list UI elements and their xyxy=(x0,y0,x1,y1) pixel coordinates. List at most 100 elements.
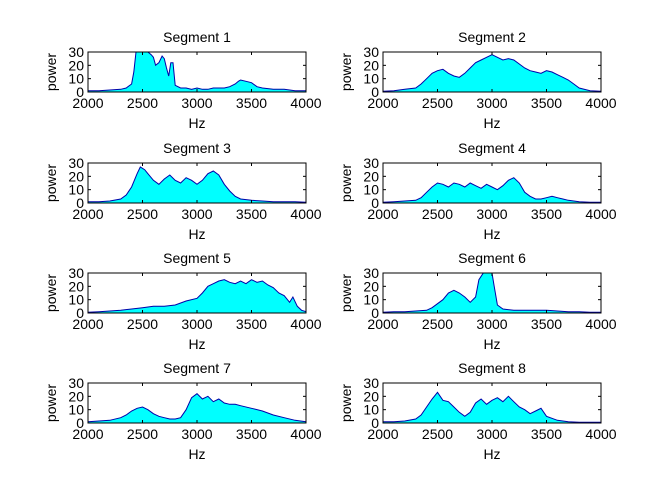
subplot-title: Segment 4 xyxy=(458,140,526,156)
x-tick-label: 2500 xyxy=(127,426,158,442)
x-tick-label: 4000 xyxy=(585,206,616,222)
x-axis-label: Hz xyxy=(188,336,205,352)
x-tick-label: 2000 xyxy=(367,316,398,332)
x-axis-label: Hz xyxy=(483,226,500,242)
x-tick-label: 2500 xyxy=(127,316,158,332)
x-tick-label: 3500 xyxy=(531,426,562,442)
series-line xyxy=(88,166,306,203)
subplot-title: Segment 5 xyxy=(163,250,231,266)
y-tick-label: 20 xyxy=(363,168,379,184)
y-tick-label: 0 xyxy=(76,415,84,431)
area-fill xyxy=(88,279,306,313)
y-tick-label: 30 xyxy=(68,265,84,281)
y-tick-label: 30 xyxy=(68,155,84,171)
x-tick-label: 2000 xyxy=(72,95,103,111)
x-tick-label: 3000 xyxy=(476,316,507,332)
x-tick-label: 2500 xyxy=(127,95,158,111)
area-fill xyxy=(383,273,601,313)
y-tick-label: 0 xyxy=(371,195,379,211)
x-tick-label: 4000 xyxy=(290,95,321,111)
y-tick-label: 30 xyxy=(68,44,84,60)
subplot-title: Segment 7 xyxy=(163,360,231,376)
y-tick-label: 0 xyxy=(76,195,84,211)
x-tick-label: 3500 xyxy=(531,95,562,111)
x-tick-label: 2000 xyxy=(72,426,103,442)
x-tick-label: 3500 xyxy=(531,206,562,222)
area-fill xyxy=(383,392,601,423)
x-tick-label: 4000 xyxy=(290,426,321,442)
y-tick-label: 10 xyxy=(68,402,84,418)
y-tick-label: 10 xyxy=(363,402,379,418)
y-tick-label: 0 xyxy=(371,84,379,100)
x-tick-label: 3000 xyxy=(181,316,212,332)
x-tick-label: 3500 xyxy=(236,426,267,442)
x-axis-label: Hz xyxy=(188,226,205,242)
y-tick-label: 0 xyxy=(76,305,84,321)
y-axis-label: power xyxy=(43,53,59,91)
area-fill xyxy=(88,393,306,423)
y-tick-label: 20 xyxy=(68,278,84,294)
x-tick-label: 4000 xyxy=(290,316,321,332)
series-line xyxy=(88,279,306,313)
x-tick-label: 2000 xyxy=(367,95,398,111)
area-fill xyxy=(88,167,306,203)
x-tick-label: 3000 xyxy=(476,206,507,222)
x-tick-label: 2500 xyxy=(422,206,453,222)
series-line xyxy=(88,52,306,92)
x-tick-label: 3000 xyxy=(181,426,212,442)
subplot-title: Segment 6 xyxy=(458,250,526,266)
axes-box xyxy=(87,51,307,93)
y-axis-label: power xyxy=(338,164,354,202)
x-tick-label: 3000 xyxy=(476,426,507,442)
x-tick-label: 4000 xyxy=(585,426,616,442)
y-tick-label: 0 xyxy=(371,305,379,321)
x-tick-label: 3000 xyxy=(476,95,507,111)
x-axis-label: Hz xyxy=(483,446,500,462)
x-tick-label: 2500 xyxy=(422,95,453,111)
x-axis-label: Hz xyxy=(188,446,205,462)
y-tick-label: 30 xyxy=(363,44,379,60)
y-tick-label: 30 xyxy=(363,155,379,171)
x-tick-label: 2000 xyxy=(367,206,398,222)
y-tick-label: 30 xyxy=(363,265,379,281)
x-axis-label: Hz xyxy=(483,336,500,352)
y-tick-label: 30 xyxy=(68,375,84,391)
subplot-title: Segment 2 xyxy=(458,29,526,45)
y-axis-label: power xyxy=(43,164,59,202)
series-line xyxy=(88,393,306,423)
y-tick-label: 10 xyxy=(68,71,84,87)
y-tick-label: 20 xyxy=(363,57,379,73)
y-tick-label: 20 xyxy=(363,278,379,294)
y-tick-label: 10 xyxy=(363,292,379,308)
y-tick-label: 10 xyxy=(68,182,84,198)
x-tick-label: 2500 xyxy=(127,206,158,222)
y-axis-label: power xyxy=(43,274,59,312)
area-fill xyxy=(88,52,306,92)
x-tick-label: 2500 xyxy=(422,426,453,442)
y-tick-label: 10 xyxy=(363,182,379,198)
y-tick-label: 0 xyxy=(371,415,379,431)
y-axis-label: power xyxy=(338,274,354,312)
x-axis-label: Hz xyxy=(188,115,205,131)
y-tick-label: 20 xyxy=(363,388,379,404)
x-axis-label: Hz xyxy=(483,115,500,131)
x-tick-label: 4000 xyxy=(290,206,321,222)
y-tick-label: 0 xyxy=(76,84,84,100)
area-fill xyxy=(383,54,601,92)
y-tick-label: 20 xyxy=(68,57,84,73)
x-tick-label: 3000 xyxy=(181,95,212,111)
subplot-title: Segment 1 xyxy=(163,29,231,45)
x-tick-label: 4000 xyxy=(585,316,616,332)
y-tick-label: 20 xyxy=(68,388,84,404)
x-tick-label: 2000 xyxy=(72,316,103,332)
x-tick-label: 3500 xyxy=(236,316,267,332)
x-tick-label: 2000 xyxy=(367,426,398,442)
y-axis-label: power xyxy=(43,384,59,422)
